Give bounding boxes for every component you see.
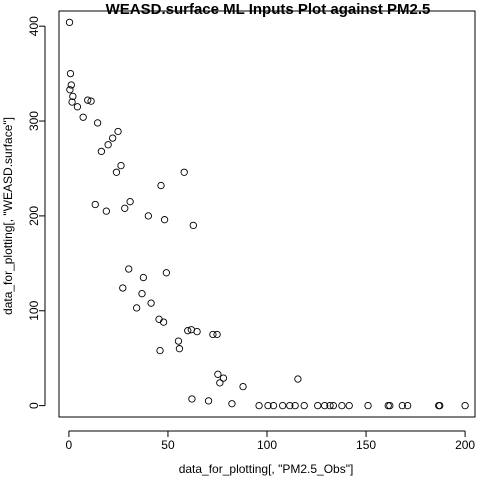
y-tick-label: 300	[27, 111, 41, 131]
data-point	[346, 402, 352, 408]
data-point	[126, 266, 132, 272]
x-axis: 0 50 100 150 200	[66, 431, 476, 452]
data-point	[462, 402, 468, 408]
data-point	[133, 305, 139, 311]
data-point	[315, 402, 321, 408]
data-point	[115, 128, 121, 134]
data-point	[80, 114, 86, 120]
data-point	[161, 216, 167, 222]
data-point	[139, 290, 145, 296]
x-tick-label: 0	[66, 438, 73, 452]
y-tick-label: 400	[27, 16, 41, 36]
x-tick-label: 50	[161, 438, 175, 452]
data-point	[190, 222, 196, 228]
data-point	[118, 162, 124, 168]
data-point	[74, 104, 80, 110]
data-point	[181, 169, 187, 175]
data-point	[156, 316, 162, 322]
data-point	[148, 300, 154, 306]
data-point	[92, 201, 98, 207]
y-tick-label: 0	[27, 402, 41, 409]
data-points	[66, 19, 468, 409]
data-point	[256, 402, 262, 408]
y-tick-label: 100	[27, 300, 41, 320]
y-axis: 0 100 200 300 400	[27, 16, 45, 409]
data-point	[175, 338, 181, 344]
plot-frame	[59, 11, 475, 417]
data-point	[145, 213, 151, 219]
data-point	[365, 402, 371, 408]
x-axis-label: data_for_plotting[, "PM2.5_Obs"]	[179, 462, 354, 476]
data-point	[217, 380, 223, 386]
data-point	[105, 142, 111, 148]
data-point	[163, 270, 169, 276]
data-point	[113, 169, 119, 175]
data-point	[109, 135, 115, 141]
data-point	[127, 198, 133, 204]
data-point	[120, 285, 126, 291]
data-point	[385, 402, 391, 408]
data-point	[279, 402, 285, 408]
y-tick-label: 200	[27, 206, 41, 226]
data-point	[194, 328, 200, 334]
data-point	[176, 346, 182, 352]
data-point	[214, 331, 220, 337]
x-tick-label: 200	[455, 438, 475, 452]
data-point	[301, 402, 307, 408]
y-axis-label: data_for_plotting[, "WEASD.surface"]	[1, 117, 15, 315]
data-point	[103, 208, 109, 214]
chart-title: WEASD.surface ML Inputs Plot against PM2…	[106, 1, 431, 18]
data-point	[215, 371, 221, 377]
data-point	[98, 148, 104, 154]
data-point	[66, 19, 72, 25]
data-point	[140, 274, 146, 280]
data-point	[387, 402, 393, 408]
data-point	[94, 120, 100, 126]
data-point	[240, 383, 246, 389]
data-point	[160, 319, 166, 325]
data-point	[205, 398, 211, 404]
x-tick-label: 150	[356, 438, 376, 452]
data-point	[67, 70, 73, 76]
data-point	[122, 205, 128, 211]
data-point	[189, 396, 195, 402]
data-point	[229, 401, 235, 407]
data-point	[339, 402, 345, 408]
data-point	[157, 347, 163, 353]
x-tick-label: 100	[257, 438, 277, 452]
data-point	[158, 182, 164, 188]
data-point	[295, 376, 301, 382]
